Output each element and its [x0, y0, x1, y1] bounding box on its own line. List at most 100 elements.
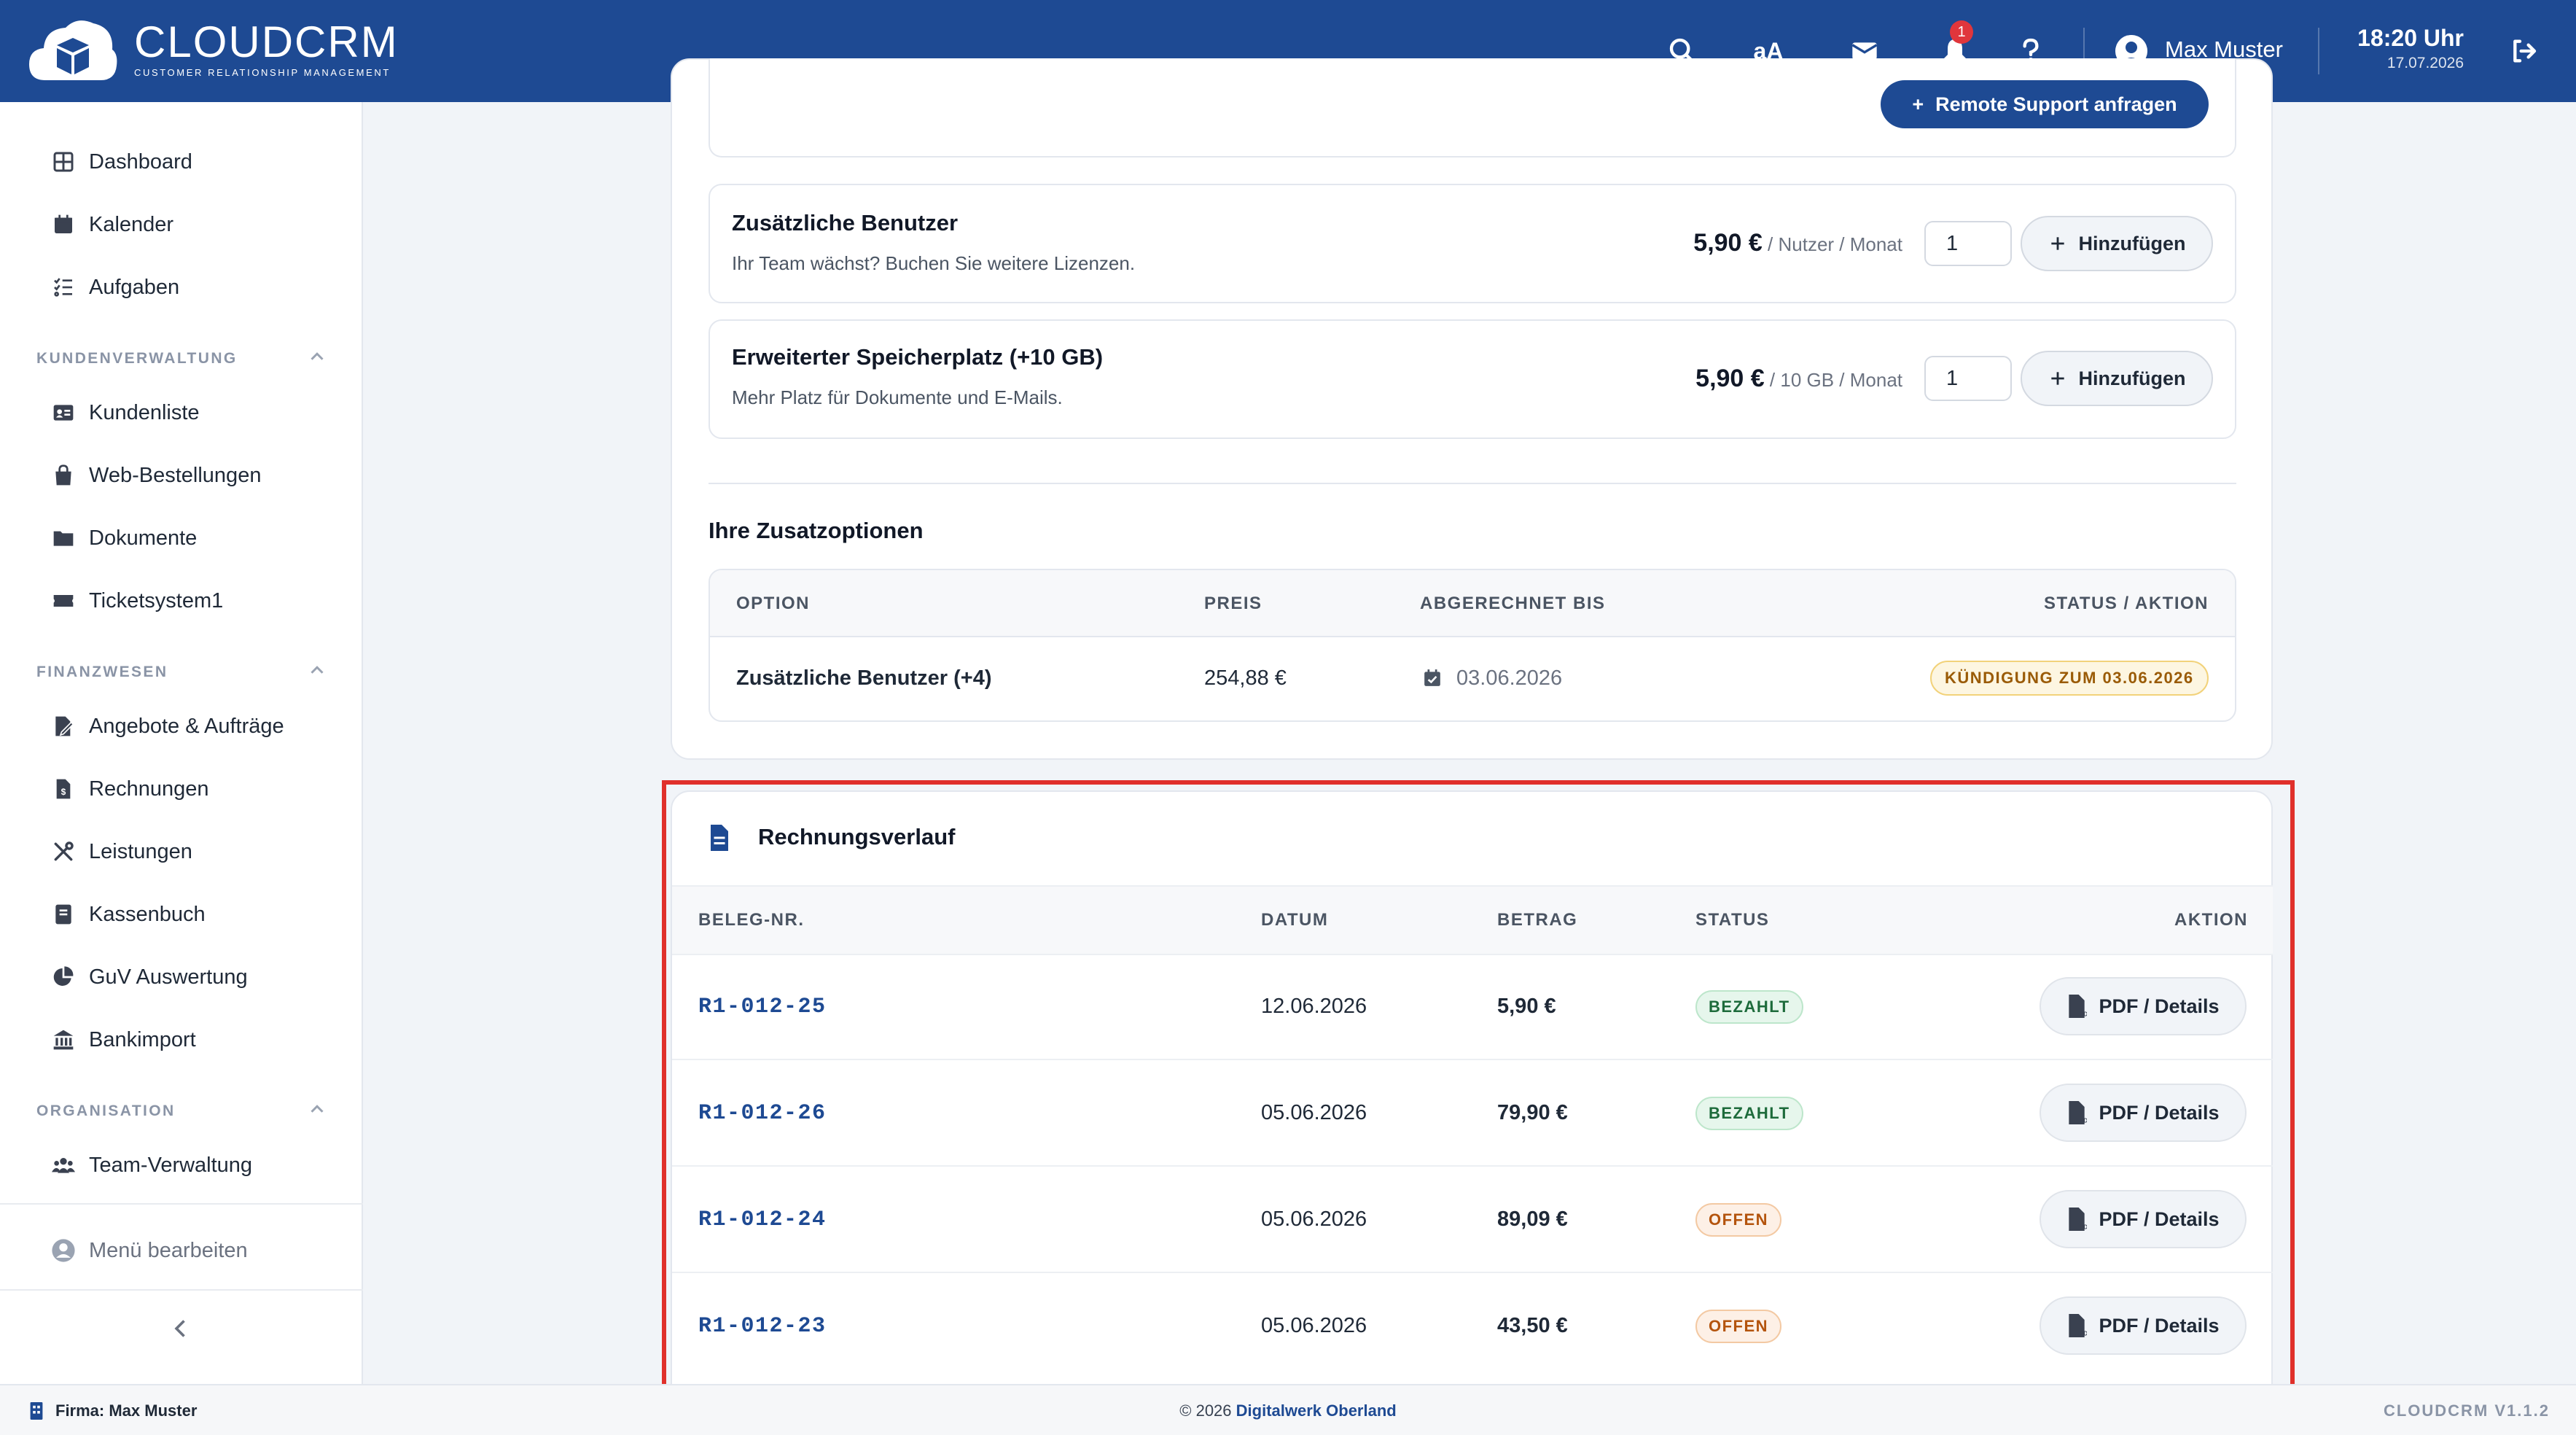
sidebar-divider	[0, 1289, 363, 1291]
invoice-number-link[interactable]: R1-012-26	[698, 1101, 827, 1126]
copyright-link[interactable]: Digitalwerk Oberland	[1236, 1401, 1397, 1420]
sidebar-item-bankimport[interactable]: Bankimport	[51, 1018, 196, 1062]
sidebar-item-rechnungen[interactable]: $ Rechnungen	[51, 767, 208, 811]
sidebar-item-label: Team-Verwaltung	[89, 1153, 253, 1177]
addon-description: Ihr Team wächst? Buchen Sie weitere Lize…	[732, 252, 1136, 274]
sidebar-item-guv[interactable]: GuV Auswertung	[51, 955, 248, 999]
sidebar-item-label: Dokumente	[89, 526, 198, 550]
sidebar-item-kassenbuch[interactable]: Kassenbuch	[51, 892, 206, 936]
addon-description: Mehr Platz für Dokumente und E-Mails.	[732, 386, 1063, 408]
chevron-up-icon[interactable]	[306, 659, 328, 681]
calendar-check-icon	[1424, 669, 1440, 686]
building-icon	[30, 1402, 43, 1420]
remote-support-button[interactable]: + Remote Support anfragen	[1881, 80, 2209, 128]
sidebar-item-kalender[interactable]: Kalender	[51, 203, 173, 246]
sidebar-item-leistungen[interactable]: Leistungen	[51, 830, 192, 874]
sidebar-item-aufgaben[interactable]: Aufgaben	[51, 265, 179, 309]
pie-chart-icon	[51, 965, 76, 989]
grid-icon	[51, 149, 76, 174]
folder-icon	[51, 526, 76, 551]
add-button[interactable]: Hinzufügen	[2021, 351, 2213, 406]
pdf-details-button[interactable]: PDF PDF / Details	[2040, 1084, 2247, 1142]
plus-icon	[2050, 372, 2064, 385]
column-header: OPTION	[736, 594, 811, 613]
section-title-organisation: ORGANISATION	[36, 1102, 176, 1119]
section-title-finanzwesen: FINANZWESEN	[36, 664, 168, 680]
sidebar-item-label: Web-Bestellungen	[89, 463, 262, 487]
sidebar-item-label: Bankimport	[89, 1027, 196, 1051]
addon-item-storage	[709, 319, 2236, 439]
invoice-history-title: Rechnungsverlauf	[758, 824, 956, 849]
header-divider	[2083, 28, 2085, 74]
user-circle-icon	[52, 1239, 75, 1262]
row-divider	[672, 1059, 2273, 1060]
invoice-number-link[interactable]: R1-012-24	[698, 1208, 827, 1232]
clock: 18:20 Uhr 17.07.2026	[2347, 25, 2464, 72]
status-badge: OFFEN	[1695, 1310, 1782, 1343]
column-header: BELEG-NR.	[698, 910, 805, 930]
chevron-up-icon[interactable]	[306, 346, 328, 368]
quantity-input[interactable]: 1	[1924, 356, 2012, 401]
addon-title: Zusätzliche Benutzer	[732, 210, 959, 236]
invoice-number-link[interactable]: R1-012-25	[698, 995, 827, 1019]
app-version: CLOUDCRM V1.1.2	[2383, 1401, 2550, 1420]
chevron-left-icon[interactable]	[168, 1315, 194, 1342]
column-header: STATUS / AKTION	[2043, 594, 2209, 613]
invoice-amount: 5,90 €	[1497, 995, 1556, 1018]
book-icon	[51, 902, 76, 927]
column-header: BETRAG	[1497, 910, 1578, 930]
plus-icon: +	[1912, 93, 1924, 115]
sidebar-item-label: Rechnungen	[89, 777, 209, 801]
tools-icon	[51, 839, 76, 864]
sidebar-item-label: Dashboard	[89, 149, 192, 174]
footer-copyright: © 2026 Digitalwerk Oberland	[0, 1401, 2576, 1420]
table-header-row	[672, 885, 2273, 955]
my-options-title: Ihre Zusatzoptionen	[709, 518, 924, 543]
checklist-icon	[51, 275, 76, 300]
document-icon	[711, 825, 728, 851]
pdf-details-label: PDF / Details	[2099, 1314, 2220, 1337]
sidebar-item-dashboard[interactable]: Dashboard	[51, 140, 192, 184]
invoice-icon: $	[51, 777, 76, 801]
sidebar-item-web-bestellungen[interactable]: Web-Bestellungen	[51, 454, 261, 497]
envelope-icon[interactable]	[1844, 31, 1885, 71]
sidebar-item-label: Kalender	[89, 212, 174, 236]
pdf-details-button[interactable]: PDF PDF / Details	[2040, 977, 2247, 1035]
sidebar-item-kundenliste[interactable]: Kundenliste	[51, 391, 200, 435]
pdf-details-label: PDF / Details	[2099, 995, 2220, 1017]
brand-name: CLOUDCRM	[134, 18, 399, 66]
sidebar-item-dokumente[interactable]: Dokumente	[51, 516, 197, 560]
sidebar: Dashboard Kalender Aufgaben KUNDENVERWAL…	[0, 102, 363, 1384]
invoice-number-link[interactable]: R1-012-23	[698, 1314, 827, 1339]
invoice-amount: 79,90 €	[1497, 1101, 1568, 1124]
users-icon	[51, 1153, 76, 1178]
addon-title: Erweiterter Speicherplatz (+10 GB)	[732, 344, 1104, 370]
quantity-input[interactable]: 1	[1924, 221, 2012, 266]
pdf-details-button[interactable]: PDF PDF / Details	[2040, 1296, 2247, 1355]
sidebar-item-ticketsystem[interactable]: Ticketsystem1	[51, 579, 223, 623]
sidebar-item-team-verwaltung[interactable]: Team-Verwaltung	[51, 1143, 252, 1187]
pdf-details-button[interactable]: PDF PDF / Details	[2040, 1190, 2247, 1248]
sidebar-item-angebote[interactable]: Angebote & Aufträge	[51, 704, 284, 748]
sidebar-item-label: Angebote & Aufträge	[89, 714, 284, 738]
copyright-prefix: © 2026	[1179, 1401, 1236, 1420]
menu-edit-button[interactable]: Menü bearbeiten	[51, 1232, 248, 1269]
svg-text:PDF: PDF	[2080, 1330, 2087, 1337]
plus-icon	[2050, 237, 2064, 250]
add-button[interactable]: Hinzufügen	[2021, 216, 2213, 271]
svg-text:PDF: PDF	[2080, 1224, 2087, 1230]
shopping-bag-icon	[51, 463, 76, 488]
section-divider	[709, 483, 2236, 484]
addon-price-unit: / 10 GB / Monat	[1764, 369, 1902, 391]
user-name[interactable]: Max Muster	[2165, 36, 2283, 62]
remote-support-label: Remote Support anfragen	[1935, 93, 2177, 115]
highlight-box	[662, 780, 2295, 1390]
cloud-box-logo-icon[interactable]	[25, 13, 120, 89]
logout-icon[interactable]	[2503, 31, 2544, 71]
notification-badge: 1	[1950, 20, 1973, 44]
chevron-up-icon[interactable]	[306, 1098, 328, 1120]
add-button-label: Hinzufügen	[2078, 367, 2186, 389]
status-badge: KÜNDIGUNG ZUM 03.06.2026	[1930, 661, 2209, 696]
addon-item-users	[709, 184, 2236, 303]
svg-text:PDF: PDF	[2080, 1011, 2087, 1017]
